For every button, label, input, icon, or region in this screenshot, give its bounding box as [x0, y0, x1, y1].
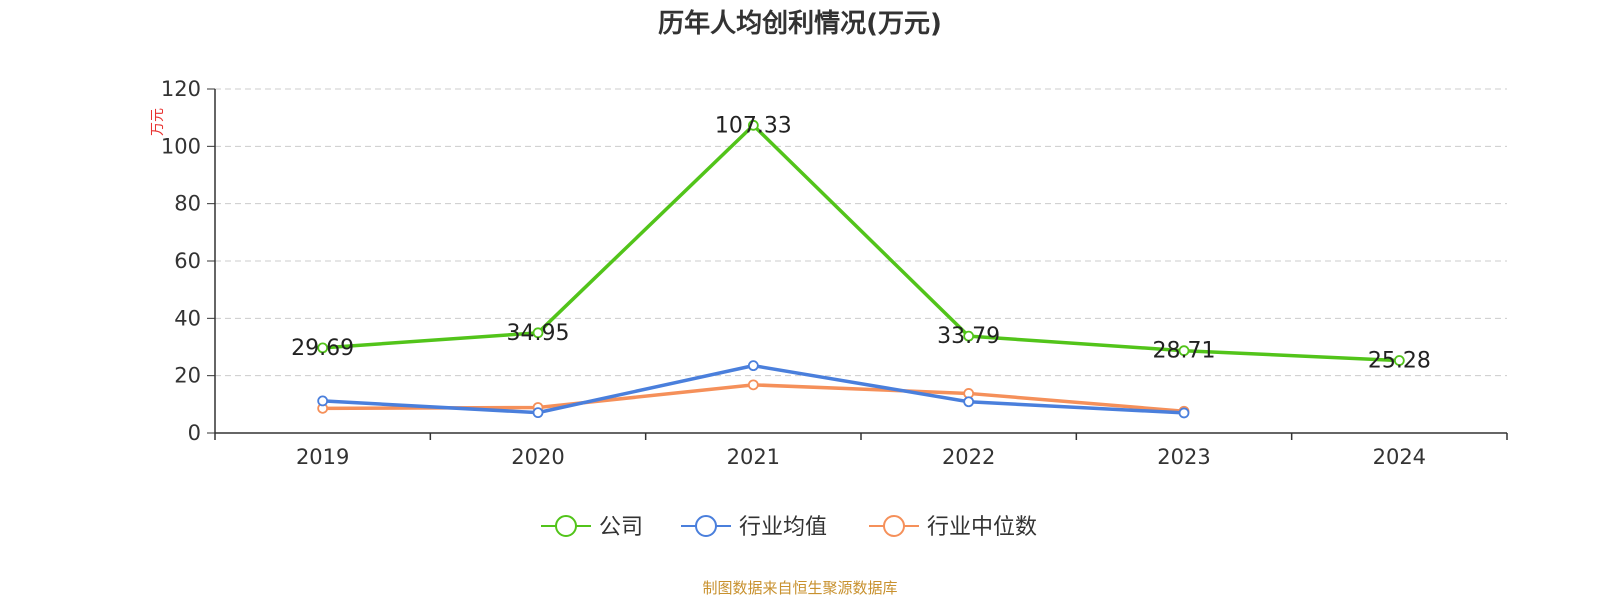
chart-title: 历年人均创利情况(万元)	[658, 8, 942, 39]
series-line	[322, 123, 1400, 363]
y-tick-label: 120	[161, 77, 201, 101]
series-layer	[317, 119, 1405, 419]
source-note: 制图数据来自恒生聚源数据库	[702, 579, 897, 597]
legend-marker-icon	[555, 515, 577, 537]
y-tick-label: 0	[188, 421, 201, 445]
y-tick-label: 80	[174, 192, 201, 216]
legend-label: 行业中位数	[927, 515, 1037, 540]
x-tick-label: 2023	[1157, 445, 1210, 469]
y-axis-title: 万元	[150, 108, 166, 136]
x-tick-label: 2019	[296, 445, 349, 469]
data-point[interactable]	[1178, 407, 1190, 419]
legend-item[interactable]: 行业中位数	[869, 515, 1037, 540]
legend-marker-icon	[695, 515, 717, 537]
data-labels: 29.69 34.95 107.33 33.79 28.71 25.28	[291, 113, 1431, 373]
legend-item[interactable]: 行业均值	[681, 515, 827, 540]
data-point[interactable]	[1393, 355, 1405, 366]
y-tick-label: 20	[174, 364, 201, 388]
legend-marker-icon	[883, 515, 905, 537]
data-point[interactable]	[532, 407, 544, 419]
legend-label: 行业均值	[739, 515, 827, 540]
data-point[interactable]	[747, 119, 759, 131]
data-label: 107.33	[715, 113, 792, 138]
y-tick-label: 100	[161, 134, 201, 158]
x-tick-label: 2020	[511, 445, 564, 469]
data-point[interactable]	[747, 360, 759, 372]
y-tick-label: 60	[174, 249, 201, 273]
grid-lines	[215, 88, 1507, 377]
data-point[interactable]	[747, 379, 759, 391]
x-tick-label: 2022	[942, 445, 995, 469]
x-tick-label: 2021	[727, 445, 780, 469]
legend-label: 公司	[599, 515, 643, 540]
x-tick-label: 2024	[1373, 445, 1426, 469]
data-point[interactable]	[317, 342, 329, 354]
data-label: 29.69	[291, 336, 354, 361]
data-point[interactable]	[1178, 345, 1190, 357]
legend: 公司 行业均值 行业中位数	[541, 515, 1037, 540]
legend-item[interactable]: 公司	[541, 515, 643, 540]
data-point[interactable]	[532, 327, 544, 339]
data-label: 33.79	[937, 324, 1000, 349]
y-tick-label: 40	[174, 306, 201, 330]
data-point[interactable]	[963, 396, 975, 408]
data-label: 28.71	[1153, 339, 1216, 364]
data-point[interactable]	[963, 330, 975, 342]
data-point[interactable]	[317, 395, 329, 407]
axes: 0 20 40 60 80 100 120 2019 2020 2021 2022 2023 2024	[161, 77, 1508, 469]
data-label: 25.28	[1368, 349, 1431, 374]
data-label: 34.95	[507, 321, 570, 346]
